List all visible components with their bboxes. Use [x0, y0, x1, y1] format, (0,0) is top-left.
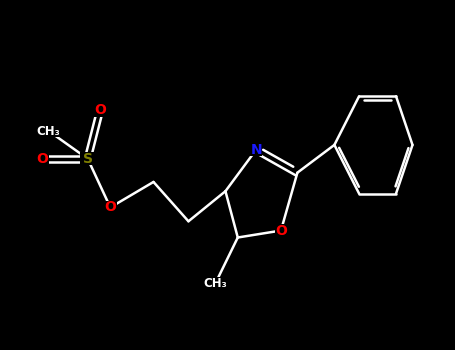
FancyBboxPatch shape — [36, 125, 61, 138]
Text: CH₃: CH₃ — [203, 277, 227, 290]
FancyBboxPatch shape — [250, 143, 263, 156]
Text: CH₃: CH₃ — [37, 125, 61, 138]
Text: O: O — [275, 224, 287, 238]
Text: N: N — [250, 142, 262, 156]
Text: O: O — [104, 201, 116, 215]
Text: O: O — [94, 103, 106, 117]
FancyBboxPatch shape — [36, 152, 49, 165]
FancyBboxPatch shape — [81, 152, 95, 165]
Text: O: O — [36, 152, 48, 166]
Text: S: S — [83, 152, 93, 166]
FancyBboxPatch shape — [203, 277, 228, 290]
FancyBboxPatch shape — [93, 104, 106, 117]
FancyBboxPatch shape — [275, 224, 287, 237]
FancyBboxPatch shape — [104, 201, 117, 214]
